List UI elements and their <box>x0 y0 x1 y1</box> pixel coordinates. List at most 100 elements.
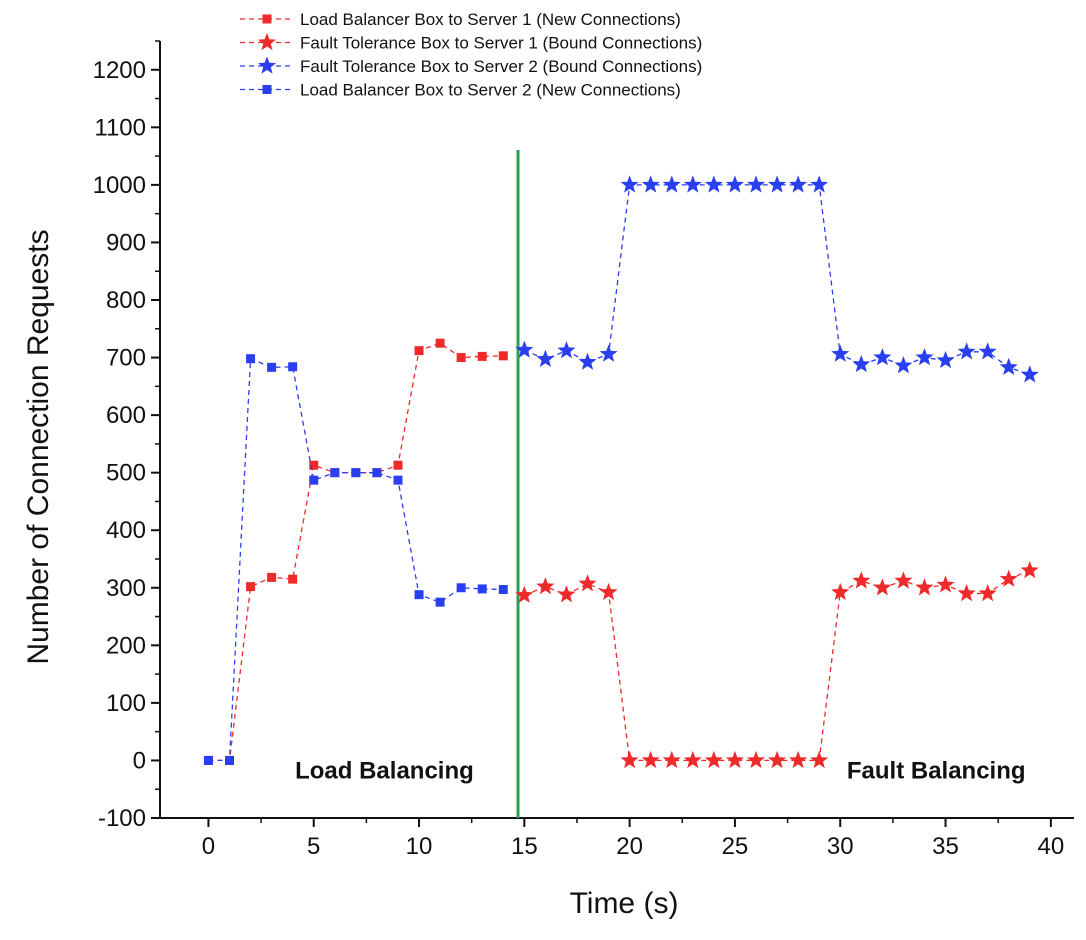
y-tick-label: 700 <box>106 345 146 372</box>
series-2 <box>515 175 1039 383</box>
data-point <box>831 582 850 601</box>
series-line <box>208 357 504 762</box>
data-point <box>246 582 256 592</box>
data-point <box>725 750 744 769</box>
data-point <box>246 354 256 364</box>
data-point <box>498 585 508 595</box>
data-point <box>810 750 829 769</box>
data-point <box>578 574 597 592</box>
data-point <box>641 175 660 193</box>
data-point <box>224 755 234 765</box>
annotation-1: Fault Balancing <box>847 757 1026 784</box>
data-point <box>957 584 976 602</box>
data-point <box>747 750 765 769</box>
data-point <box>477 584 487 594</box>
data-point <box>414 590 424 600</box>
x-tick-label: 35 <box>932 833 959 860</box>
legend-item-2: Fault Tolerance Box to Server 2 (Bound C… <box>240 56 702 76</box>
data-point <box>203 755 213 765</box>
data-point <box>894 356 913 374</box>
legend-marker <box>262 85 272 94</box>
legend-item-0: Load Balancer Box to Server 1 (New Conne… <box>240 10 681 29</box>
y-tick-label: 300 <box>106 575 146 602</box>
data-point <box>599 582 618 601</box>
data-point <box>309 475 319 485</box>
y-axis-title: Number of Connection Requests <box>22 229 55 664</box>
axes: 0 5 10 15 20 25 30 35 40 -100 0 100 200 300 400 500 600 7… <box>93 40 1074 860</box>
y-tick-label: 900 <box>106 229 146 256</box>
data-point <box>873 348 892 366</box>
data-point <box>351 468 361 478</box>
data-point <box>393 475 403 485</box>
data-point <box>915 348 934 366</box>
series-line <box>524 184 1031 376</box>
x-tick-label: 15 <box>511 833 538 860</box>
data-point <box>372 468 382 478</box>
x-tick-label: 25 <box>722 833 749 860</box>
x-tick-label: 40 <box>1037 833 1064 860</box>
data-point <box>915 578 934 596</box>
data-point <box>456 353 466 363</box>
annotation-0: Load Balancing <box>295 757 474 784</box>
data-point <box>936 350 955 369</box>
data-point <box>1020 365 1039 383</box>
data-point <box>683 750 702 769</box>
data-point <box>978 584 997 602</box>
x-tick-label: 0 <box>202 833 215 860</box>
x-tick-label: 5 <box>307 833 320 860</box>
data-point <box>662 750 681 769</box>
data-point <box>704 175 723 193</box>
data-point <box>288 574 298 584</box>
y-tick-label: 0 <box>133 747 146 774</box>
y-tick-label: 1200 <box>93 57 146 84</box>
y-tick-label: 100 <box>106 690 146 717</box>
legend-label: Fault Tolerance Box to Server 2 (Bound C… <box>300 57 702 76</box>
data-point <box>393 460 403 470</box>
data-point <box>957 342 976 360</box>
y-tick-label: 800 <box>106 287 146 314</box>
data-point <box>536 349 555 367</box>
annotations: Load Balancing Fault Balancing <box>295 757 1025 784</box>
data-point <box>768 750 787 769</box>
data-point <box>704 750 723 769</box>
data-point <box>267 362 277 372</box>
series-0 <box>203 338 508 765</box>
legend-item-1: Fault Tolerance Box to Server 1 (Bound C… <box>240 33 702 53</box>
y-tick-label: 500 <box>106 460 146 487</box>
series-line <box>208 342 504 762</box>
data-point <box>620 750 639 769</box>
data-point <box>810 175 829 193</box>
x-tick-label: 30 <box>827 833 854 860</box>
y-tick-label: 400 <box>106 517 146 544</box>
legend: Load Balancer Box to Server 1 (New Conne… <box>240 10 702 100</box>
data-point <box>620 175 639 193</box>
data-point <box>498 351 508 361</box>
data-point <box>768 175 787 193</box>
data-point <box>330 468 340 478</box>
data-point <box>831 344 850 362</box>
data-point <box>873 578 892 596</box>
legend-label: Fault Tolerance Box to Server 1 (Bound C… <box>300 34 702 53</box>
data-point <box>747 175 765 193</box>
data-point <box>852 571 871 589</box>
series-3 <box>203 354 508 765</box>
data-point <box>1020 561 1039 579</box>
data-point <box>515 585 534 603</box>
data-point <box>683 175 702 193</box>
data-point <box>435 338 445 348</box>
data-point <box>456 583 466 593</box>
legend-label: Load Balancer Box to Server 2 (New Conne… <box>300 81 681 100</box>
data-point <box>999 357 1018 375</box>
data-point <box>725 175 744 193</box>
legend-label: Load Balancer Box to Server 1 (New Conne… <box>300 10 681 29</box>
x-axis-title: Time (s) <box>570 887 679 920</box>
legend-item-3: Load Balancer Box to Server 2 (New Conne… <box>240 81 681 100</box>
y-tick-label: 1000 <box>93 172 146 199</box>
legend-marker <box>258 56 276 74</box>
legend-marker <box>258 33 276 51</box>
data-point <box>999 569 1018 587</box>
data-point <box>288 362 298 372</box>
series-layer <box>203 175 1039 769</box>
